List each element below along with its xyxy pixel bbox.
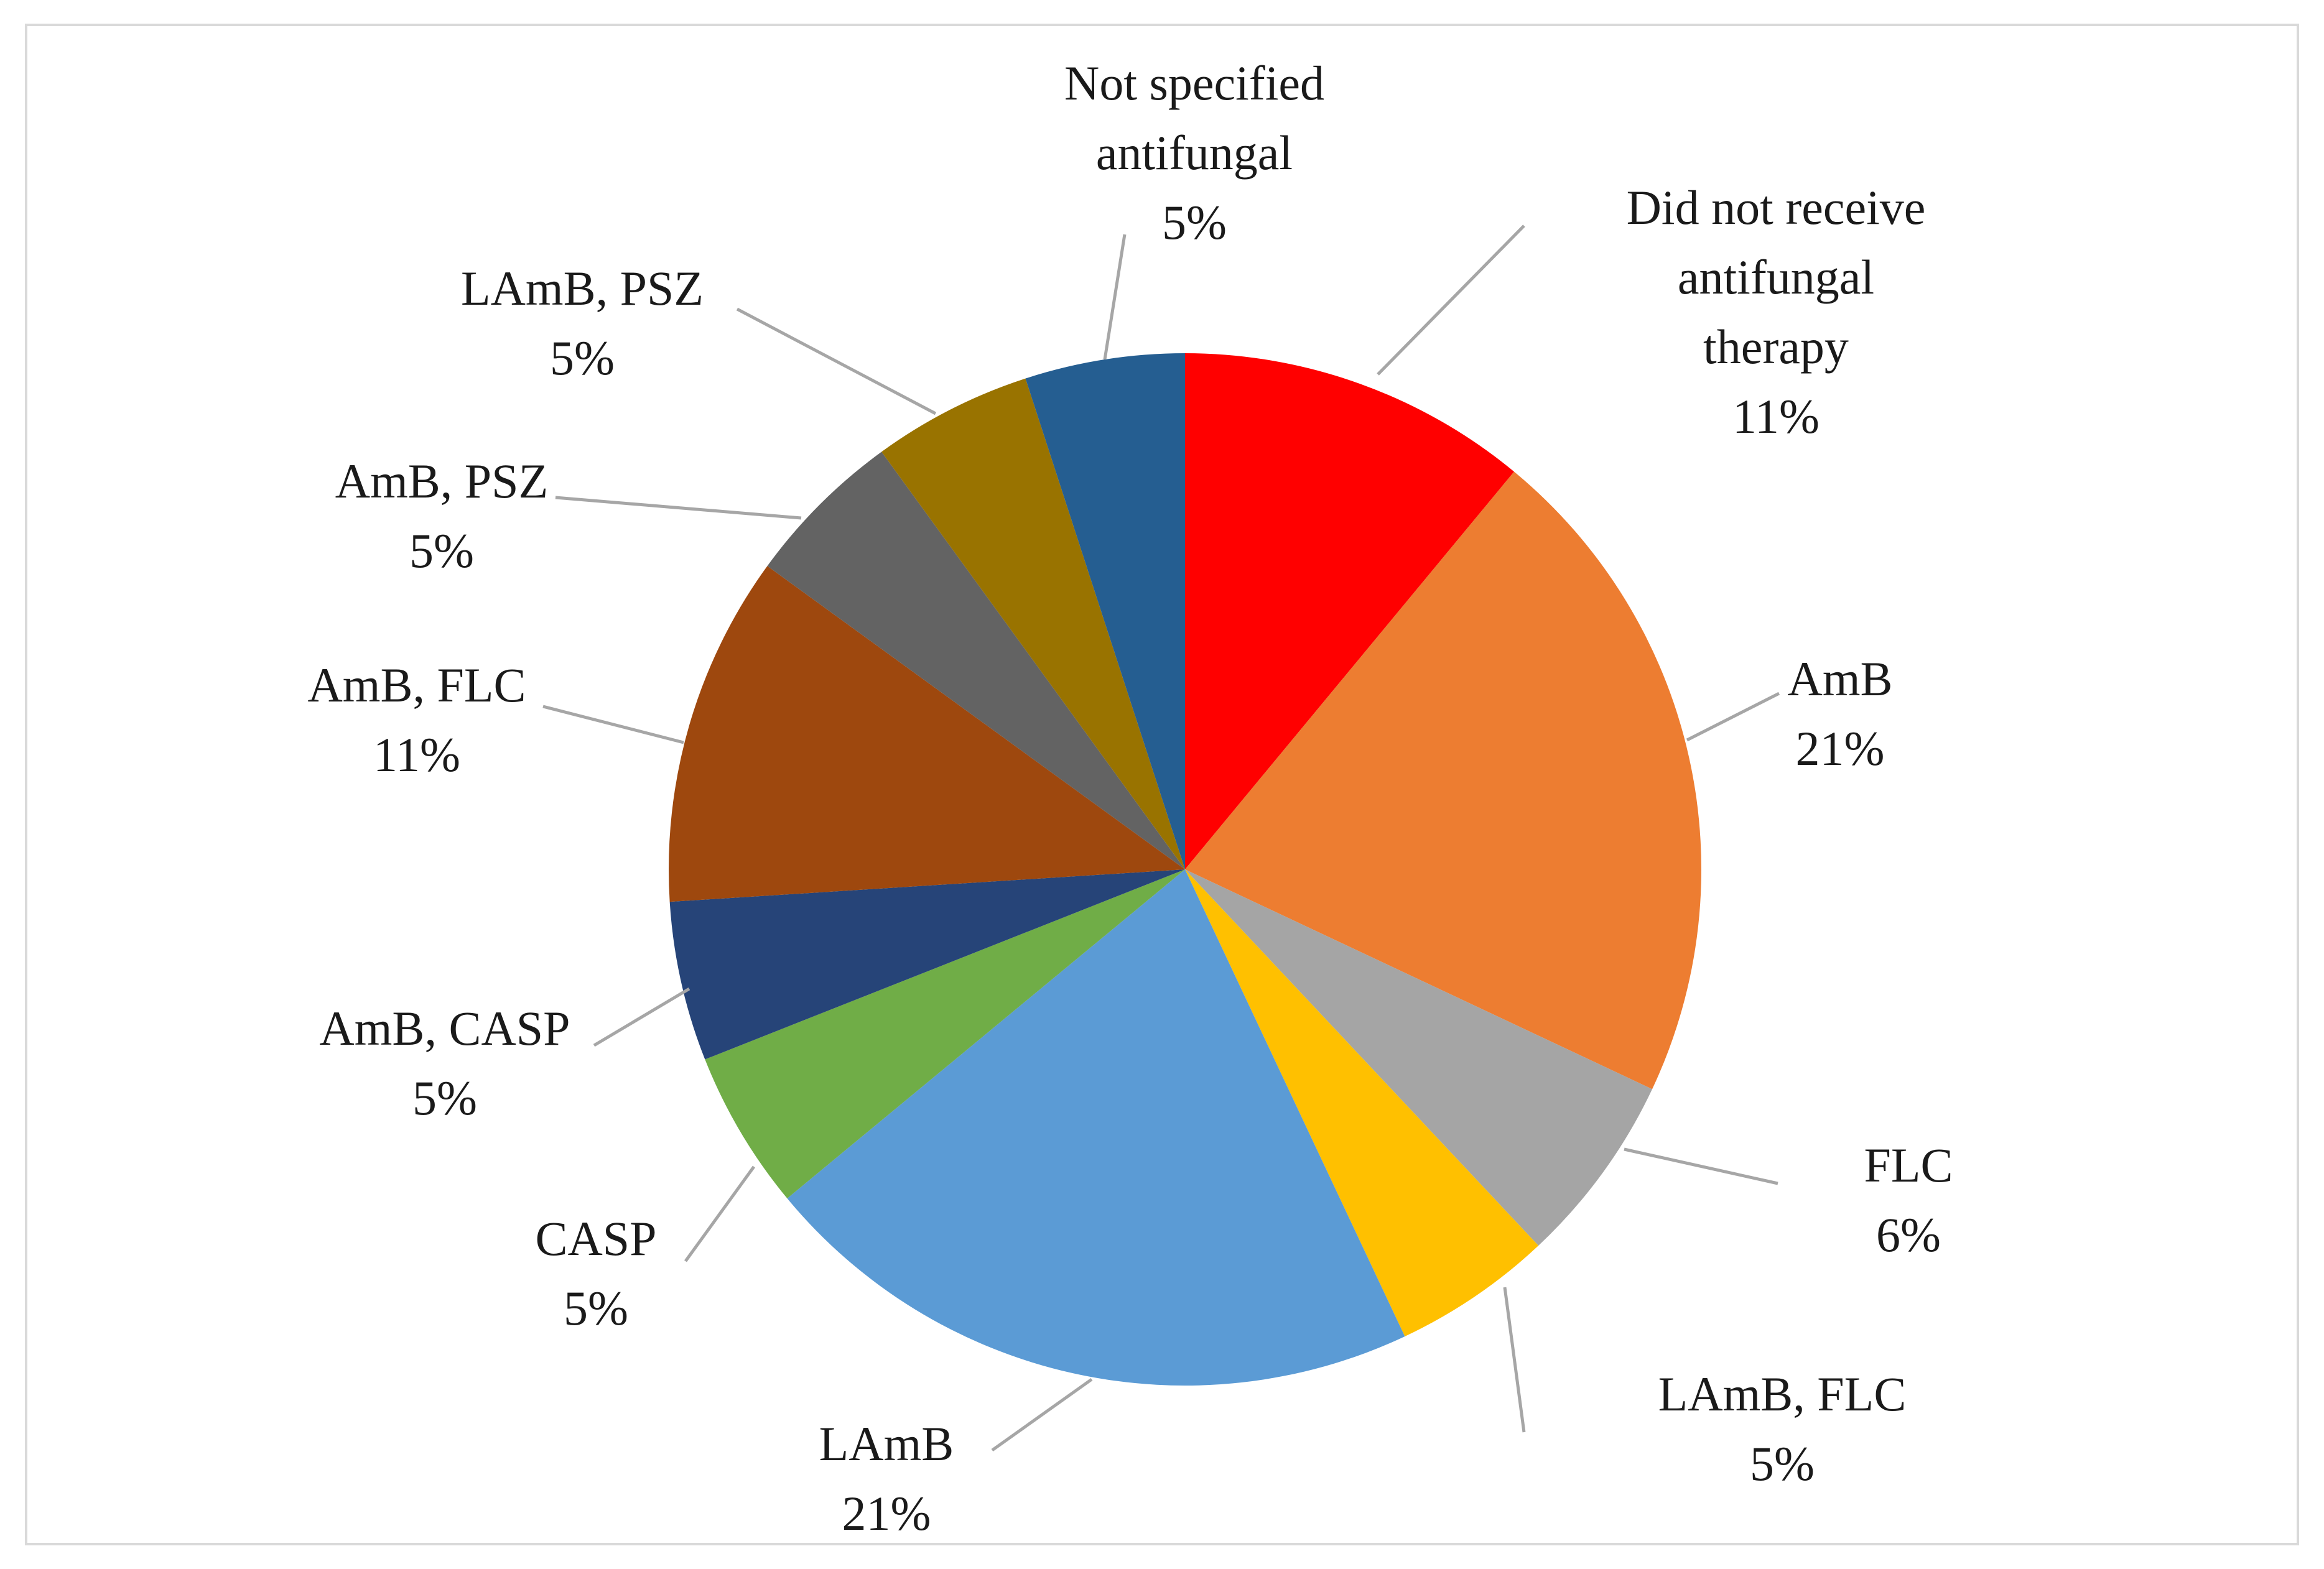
slice-percent: 6%	[1876, 1208, 1941, 1262]
slice-label: FLC 6%	[1864, 1138, 1953, 1262]
slice-name-line: antifungal	[1678, 250, 1874, 304]
slice-name-line: AmB, PSZ	[335, 454, 548, 508]
pie-slice-flc	[1185, 869, 1653, 1246]
pie-slice-lamb-psz	[881, 378, 1185, 869]
slice-name-line: antifungal	[1096, 126, 1293, 180]
leader-line	[1503, 1287, 1526, 1433]
slice-label: Did not receive antifungal therapy 11%	[1627, 180, 1926, 443]
slice-name-line: CASP	[535, 1211, 656, 1266]
slice-name-line: LAmB	[819, 1417, 954, 1471]
slice-name-line: FLC	[1864, 1138, 1953, 1192]
pie-slice-lamb-flc	[1185, 869, 1539, 1337]
slice-label: LAmB 21%	[819, 1417, 954, 1540]
slice-percent: 21%	[842, 1486, 931, 1540]
leader-line	[736, 307, 937, 415]
slice-name-line: AmB, FLC	[307, 658, 526, 712]
slice-name-line: therapy	[1703, 320, 1849, 374]
slice-label: Not specified antifungal 5%	[1064, 56, 1324, 249]
leader-line	[1686, 692, 1780, 742]
slice-percent: 11%	[1732, 389, 1820, 443]
slice-name-line: AmB	[1787, 652, 1892, 706]
slice-label: CASP 5%	[535, 1211, 656, 1335]
slice-percent: 5%	[564, 1281, 628, 1335]
slice-label: LAmB, FLC 5%	[1658, 1367, 1907, 1491]
slice-name-line: AmB, CASP	[319, 1001, 570, 1055]
slice-name-line: Not specified	[1064, 56, 1324, 110]
slice-name-line: LAmB, PSZ	[461, 261, 704, 315]
slice-percent: 5%	[409, 524, 474, 578]
slice-percent: 21%	[1796, 721, 1885, 775]
slice-label: AmB, PSZ 5%	[335, 454, 548, 578]
leader-line	[555, 496, 802, 520]
pie-slice-not-specified-antifungal	[1025, 353, 1185, 869]
leader-line	[593, 987, 690, 1047]
slice-percent: 5%	[412, 1071, 477, 1125]
slice-label: AmB, CASP 5%	[319, 1001, 570, 1125]
leader-line	[991, 1377, 1093, 1452]
leader-line	[542, 705, 684, 744]
leader-line	[1103, 234, 1127, 360]
pie-slice-did-not-receive-antifungal-therapy	[1185, 353, 1515, 869]
slice-label: AmB 21%	[1787, 652, 1892, 775]
pie-slice-amb	[1185, 471, 1702, 1090]
leader-line	[684, 1165, 756, 1262]
pie-slice-casp	[705, 869, 1185, 1199]
slice-name-line: Did not receive	[1627, 180, 1926, 234]
slice-percent: 5%	[550, 331, 615, 385]
slice-label: AmB, FLC 11%	[307, 658, 526, 782]
slice-name-line: LAmB, FLC	[1658, 1367, 1907, 1421]
slice-label: LAmB, PSZ 5%	[461, 261, 704, 385]
slice-percent: 5%	[1162, 195, 1227, 249]
pie-slice-amb-flc	[669, 566, 1185, 902]
leader-line	[1377, 224, 1525, 376]
pie-slice-amb-psz	[767, 451, 1185, 869]
slice-percent: 5%	[1750, 1437, 1815, 1491]
leader-line	[1624, 1147, 1778, 1185]
pie-slice-lamb	[787, 869, 1405, 1386]
pie-slice-amb-casp	[669, 869, 1185, 1060]
slice-percent: 11%	[373, 728, 460, 782]
